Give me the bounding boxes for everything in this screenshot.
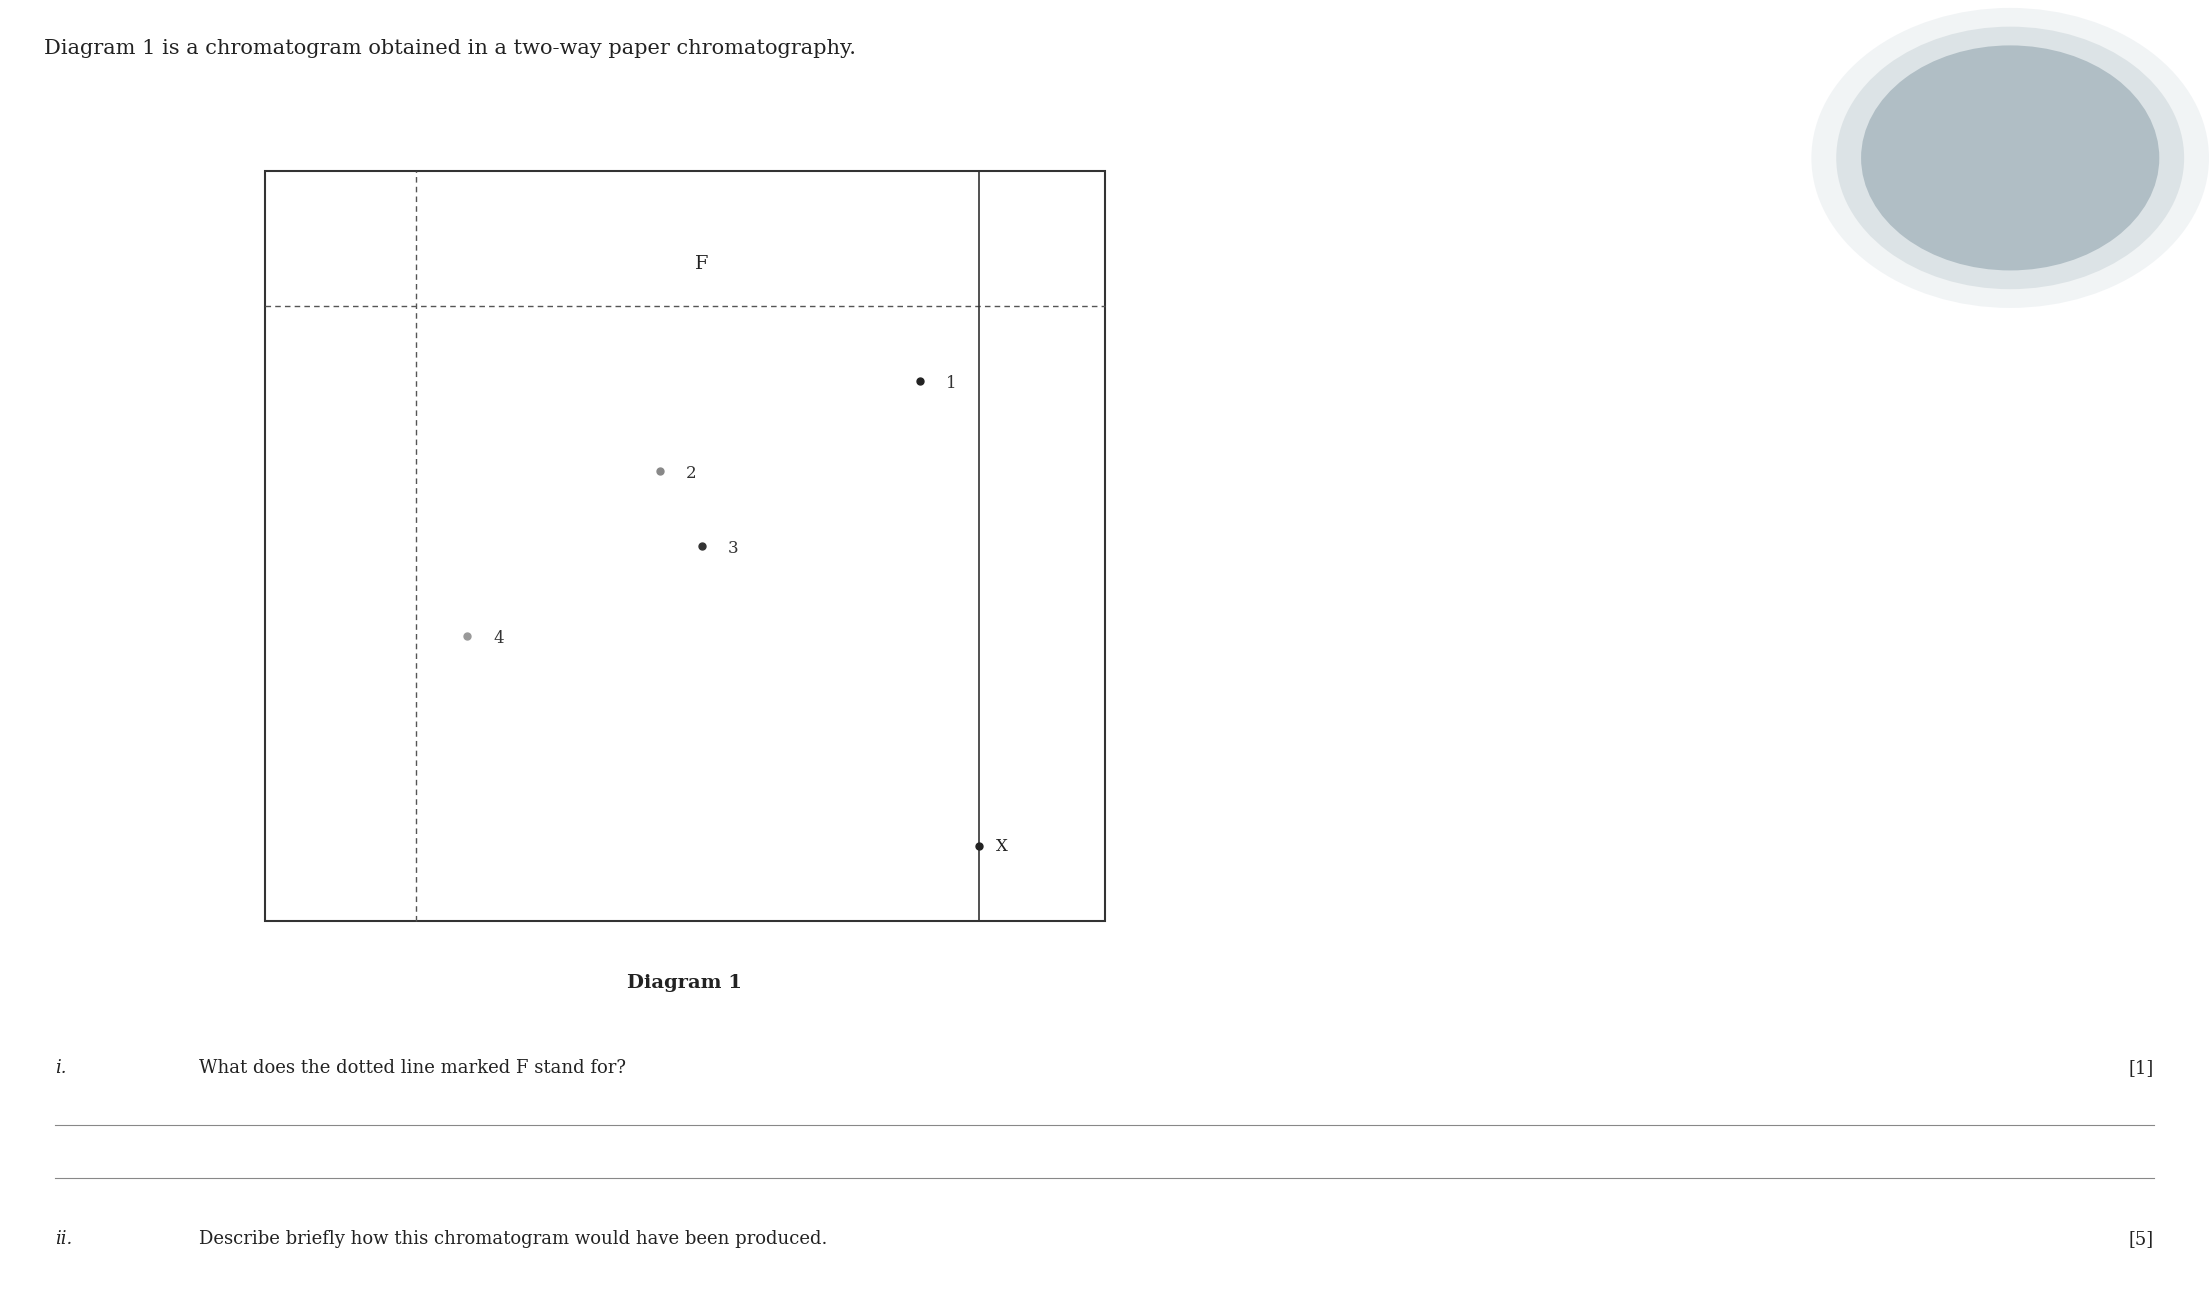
Ellipse shape (1836, 26, 2185, 290)
Text: X: X (996, 838, 1007, 854)
Text: 2: 2 (687, 466, 696, 482)
Text: ii.: ii. (55, 1230, 73, 1249)
Bar (265, 171, 1104, 921)
Text: 4: 4 (493, 630, 504, 647)
Text: i.: i. (55, 1059, 66, 1078)
Ellipse shape (1811, 8, 2209, 308)
Text: F: F (696, 255, 709, 274)
Text: [1]: [1] (2129, 1059, 2154, 1078)
Ellipse shape (1860, 46, 2160, 271)
Text: Diagram 1 is a chromatogram obtained in a two-way paper chromatography.: Diagram 1 is a chromatogram obtained in … (44, 39, 857, 58)
Text: Diagram 1: Diagram 1 (627, 974, 742, 992)
Text: What does the dotted line marked F stand for?: What does the dotted line marked F stand… (199, 1059, 625, 1078)
Text: 3: 3 (729, 541, 738, 557)
Text: 1: 1 (945, 375, 956, 392)
Text: Describe briefly how this chromatogram would have been produced.: Describe briefly how this chromatogram w… (199, 1230, 826, 1249)
Text: [5]: [5] (2129, 1230, 2154, 1249)
